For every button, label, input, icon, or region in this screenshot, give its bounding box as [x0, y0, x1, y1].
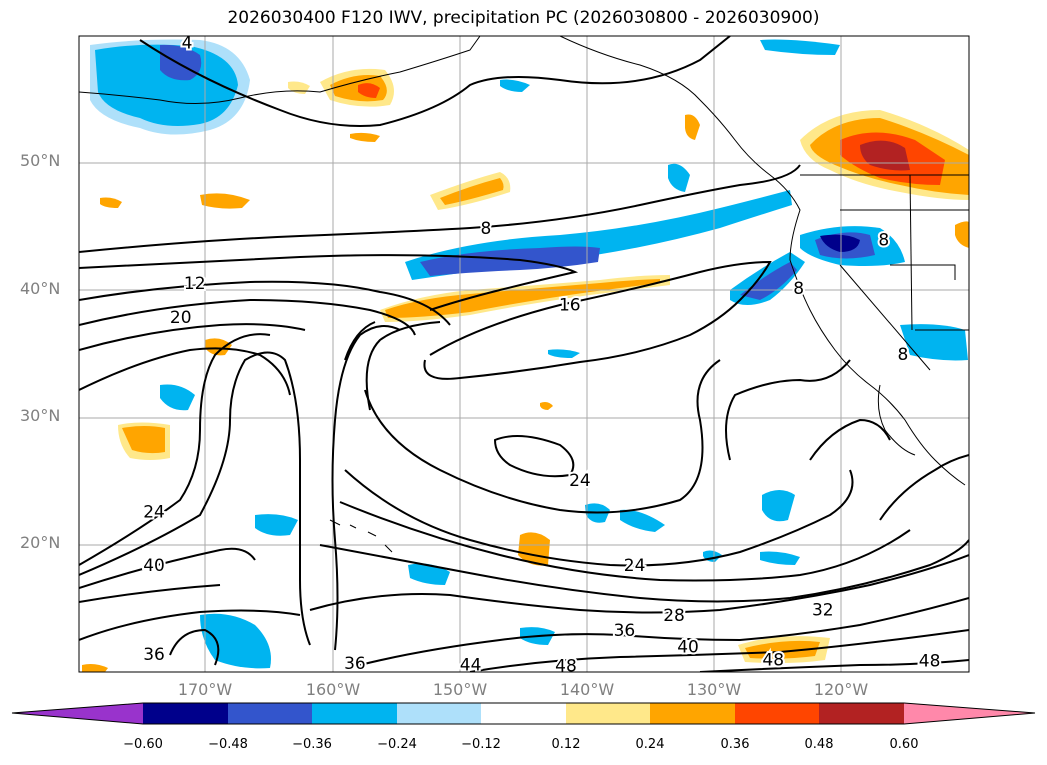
colorbar-segment — [228, 703, 312, 724]
contour-label: 12 — [184, 274, 206, 294]
lon-label-120w: 120°W — [813, 680, 869, 699]
colorbar-extend-low — [12, 703, 143, 724]
contour-label: 28 — [663, 606, 685, 626]
colorbar-segment — [143, 703, 228, 724]
contour-label: 32 — [812, 601, 834, 621]
lat-label-50n: 50°N — [20, 151, 61, 170]
colorbar-tick: 0.48 — [804, 737, 834, 752]
coastlines — [79, 36, 969, 553]
contour-label: 24 — [143, 503, 165, 523]
contour-label: 40 — [677, 638, 699, 658]
iwv-contours — [79, 36, 969, 672]
contour-label: 48 — [919, 652, 941, 672]
lon-label-130w: 130°W — [686, 680, 742, 699]
contour-label: 20 — [170, 308, 192, 328]
colorbar-segment — [650, 703, 735, 724]
colorbar — [11, 702, 1036, 725]
contour-label: 4 — [182, 33, 193, 53]
map-title: 2026030400 F120 IWV, precipitation PC (2… — [227, 8, 820, 28]
contour-label: 16 — [559, 295, 581, 315]
lat-label-30n: 30°N — [20, 406, 61, 425]
colorbar-segment — [397, 703, 481, 724]
contour-label: 36 — [143, 645, 165, 665]
colorbar-tick: 0.60 — [889, 737, 919, 752]
lat-label-20n: 20°N — [20, 533, 61, 552]
colorbar-segment — [566, 703, 650, 724]
colorbar-extend-high — [904, 703, 1035, 724]
lon-label-140w: 140°W — [559, 680, 615, 699]
colorbar-segment — [312, 703, 397, 724]
colorbar-tick: 0.12 — [551, 737, 581, 752]
contour-label: 8 — [793, 279, 804, 299]
map-frame — [78, 35, 970, 673]
contour-label: 8 — [480, 219, 491, 239]
contour-label: 40 — [143, 556, 165, 576]
colorbar-tick: −0.36 — [292, 737, 332, 752]
contour-label: 48 — [555, 657, 577, 677]
lon-label-150w: 150°W — [432, 680, 488, 699]
lon-label-160w: 160°W — [305, 680, 361, 699]
colorbar-segment — [481, 703, 566, 724]
colorbar-tick: −0.24 — [377, 737, 417, 752]
colorbar-segment — [819, 703, 904, 724]
colorbar-tick: 0.24 — [635, 737, 665, 752]
contour-label: 8 — [878, 231, 889, 251]
lat-label-40n: 40°N — [20, 279, 61, 298]
lon-label-170w: 170°W — [177, 680, 233, 699]
map-gridlines — [79, 36, 969, 672]
contour-label: 48 — [762, 650, 784, 670]
colorbar-segment — [735, 703, 819, 724]
contour-label: 24 — [569, 471, 591, 491]
contour-label: 8 — [897, 345, 908, 365]
precipitation-field — [82, 39, 969, 672]
colorbar-tick: −0.12 — [461, 737, 501, 752]
colorbar-tick: −0.48 — [208, 737, 248, 752]
contour-label: 24 — [624, 556, 646, 576]
colorbar-tick: −0.60 — [123, 737, 163, 752]
contour-label: 44 — [460, 655, 482, 675]
contour-label: 36 — [344, 654, 366, 674]
colorbar-tick: 0.36 — [720, 737, 750, 752]
contour-label: 36 — [614, 621, 636, 641]
